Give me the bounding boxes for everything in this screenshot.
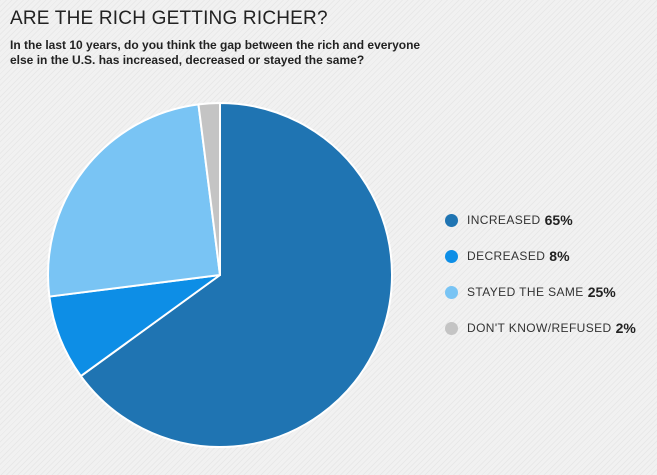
legend-swatch-increased [445, 213, 458, 227]
chart-title: ARE THE RICH GETTING RICHER? [10, 8, 328, 29]
pie-slices [47, 102, 393, 448]
legend-label-increased: INCREASED [467, 213, 541, 227]
legend-item-stayed-the-same: STAYED THE SAME 25% [445, 283, 636, 301]
legend-value-stayed-the-same: 25% [587, 284, 616, 300]
legend-swatch-stayed-the-same [445, 285, 458, 299]
legend-value-dont-know: 2% [615, 320, 636, 336]
pie-slice-dont-know [197, 102, 221, 276]
legend-value-increased: 65% [544, 212, 573, 228]
pie-slice-stayed-the-same [47, 103, 221, 298]
legend-label-decreased: DECREASED [467, 249, 546, 263]
chart-legend: INCREASED 65% DECREASED 8% STAYED THE SA… [445, 211, 636, 355]
legend-label-dont-know: DON'T KNOW/REFUSED [467, 321, 612, 335]
legend-item-decreased: DECREASED 8% [445, 247, 636, 265]
chart-question: In the last 10 years, do you think the g… [10, 38, 421, 67]
legend-item-dont-know: DON'T KNOW/REFUSED 2% [445, 319, 636, 337]
legend-value-decreased: 8% [549, 248, 570, 264]
legend-swatch-dont-know [445, 321, 458, 335]
legend-swatch-decreased [445, 249, 458, 263]
legend-label-stayed-the-same: STAYED THE SAME [467, 285, 584, 299]
legend-item-increased: INCREASED 65% [445, 211, 636, 229]
pie-slice-increased [79, 102, 393, 448]
